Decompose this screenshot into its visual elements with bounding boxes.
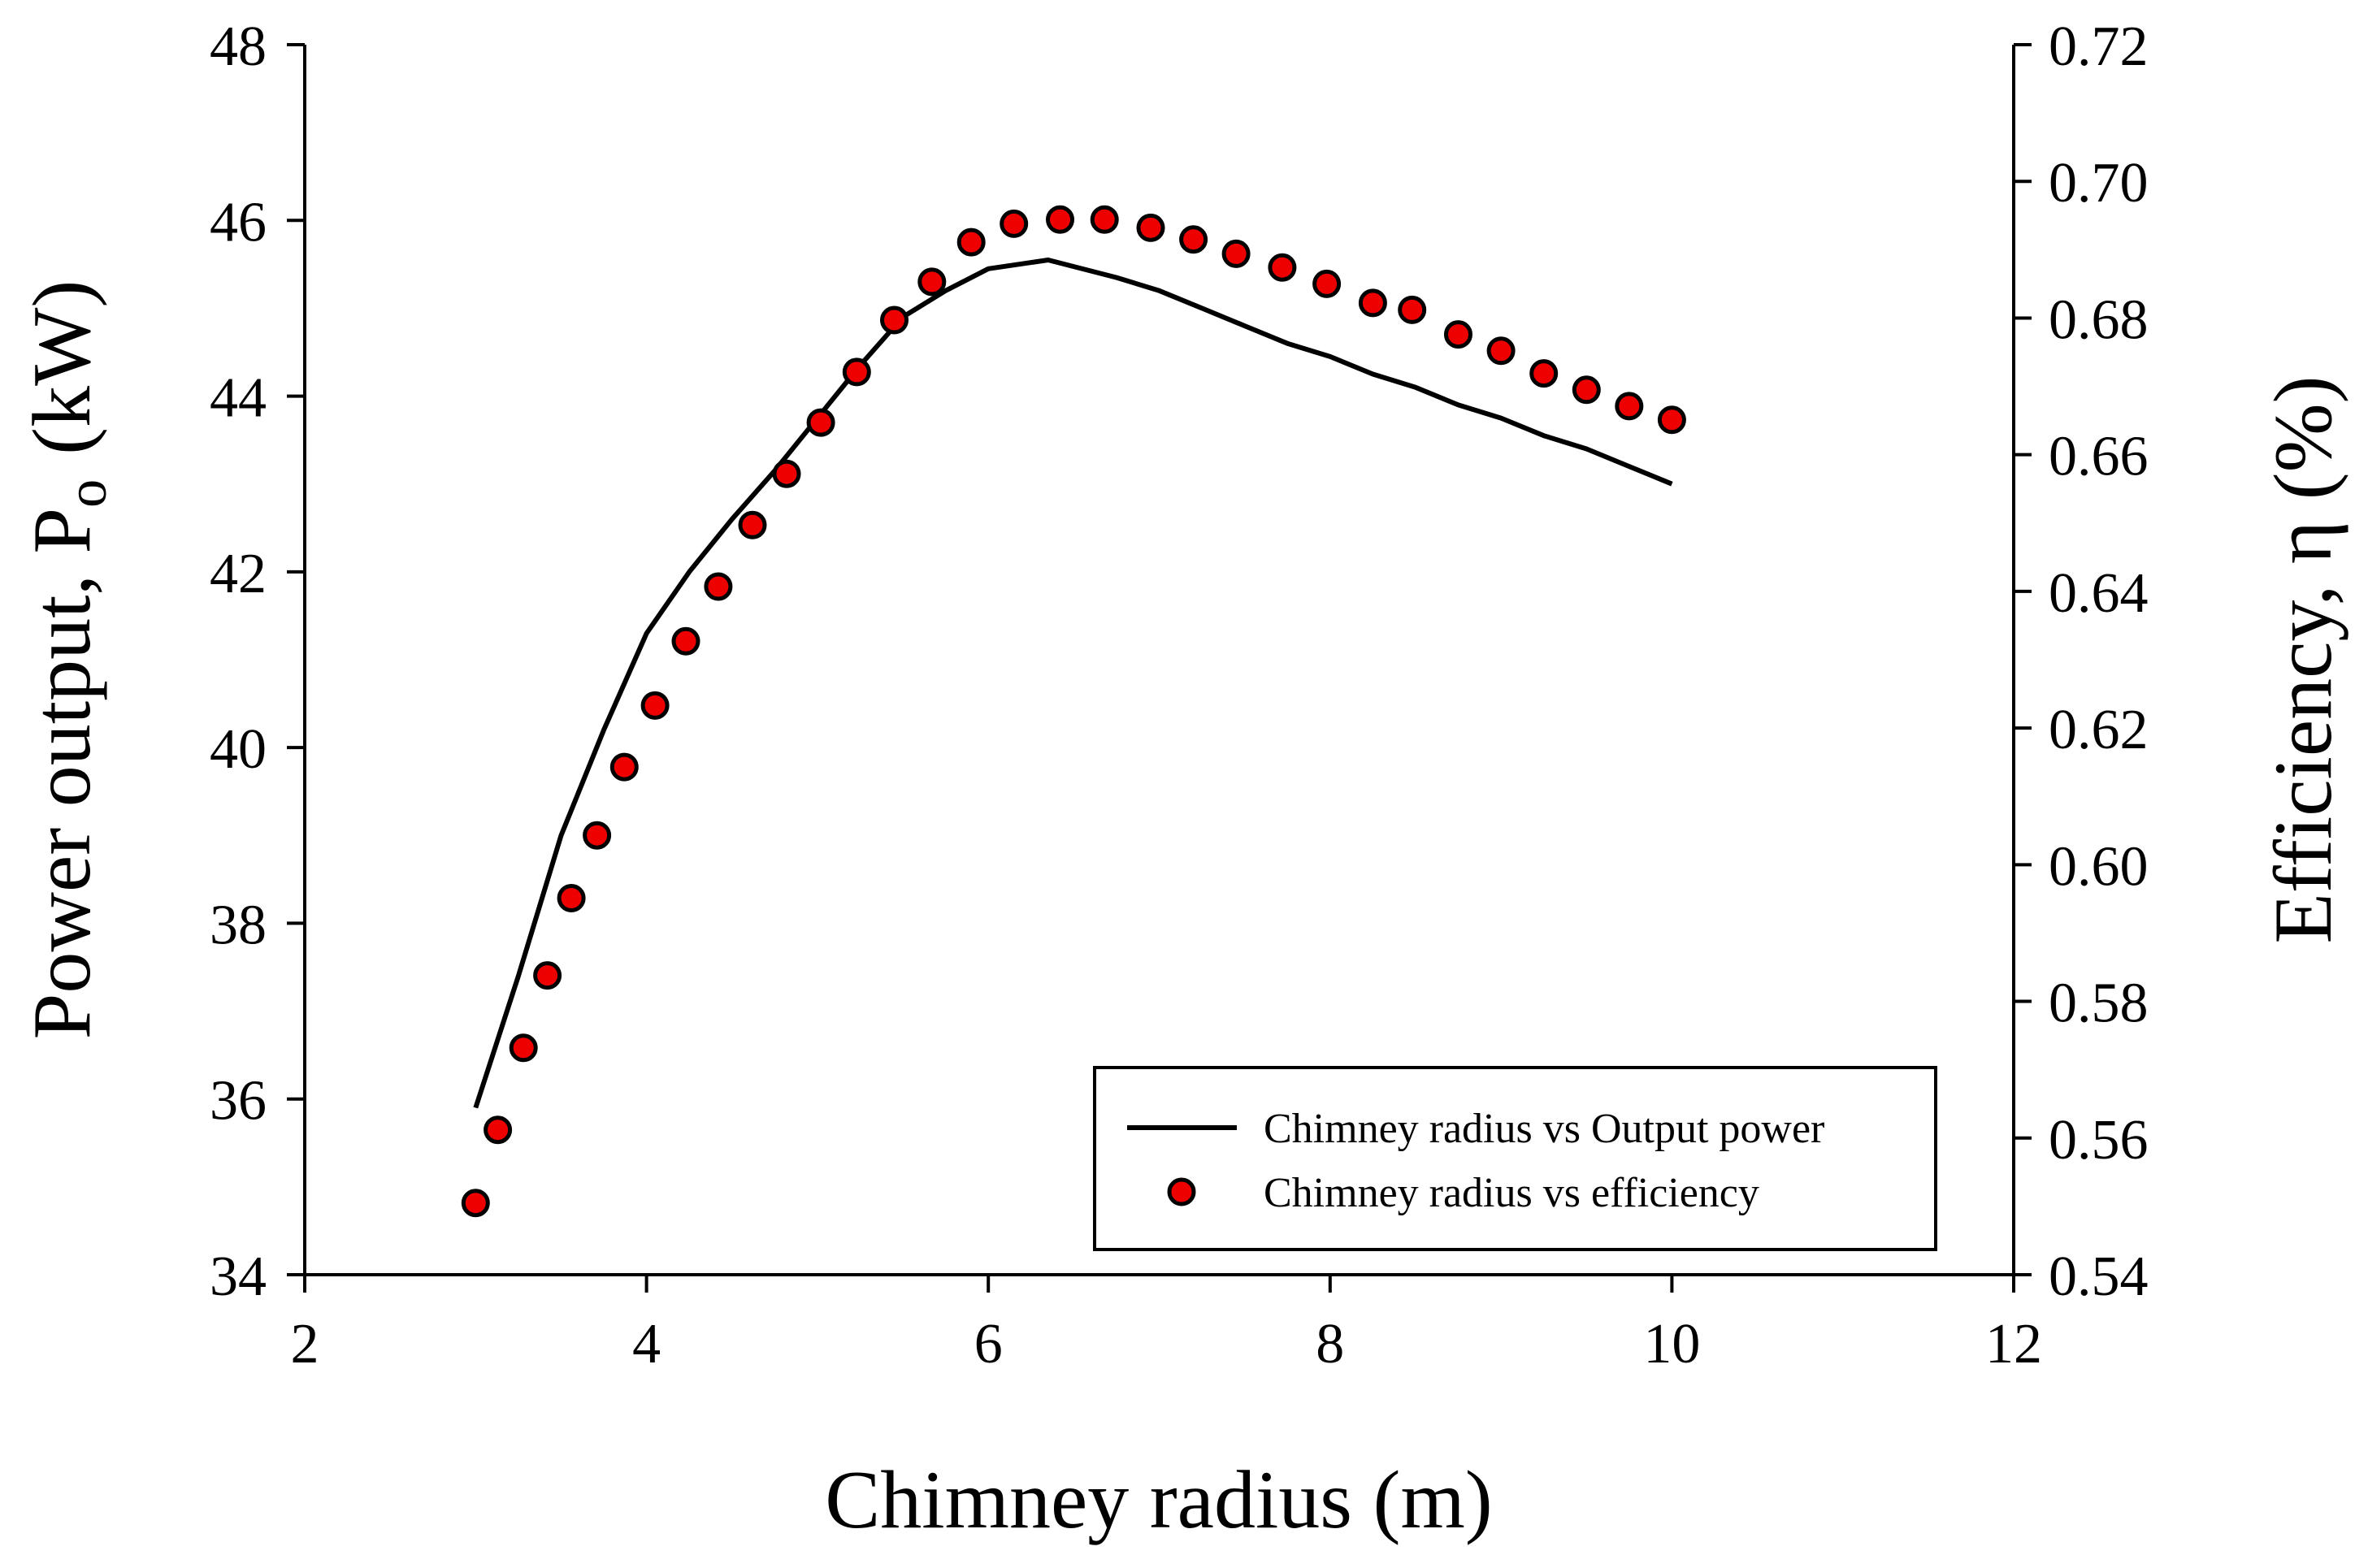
right-y-tick-label: 0.58 <box>2049 972 2149 1035</box>
left-y-axis-title-main: Power output, P <box>16 508 108 1040</box>
efficiency-point <box>1615 392 1644 421</box>
efficiency-point <box>640 691 670 720</box>
left-y-tick-label: 36 <box>210 1070 267 1133</box>
right-y-tick-label: 0.68 <box>2049 288 2149 351</box>
left-y-tick-label: 46 <box>210 191 267 253</box>
right-y-tick-label: 0.64 <box>2049 562 2149 625</box>
right-y-tick-label: 0.70 <box>2049 152 2149 214</box>
efficiency-point <box>917 267 947 297</box>
efficiency-point <box>738 510 767 539</box>
efficiency-point <box>1179 225 1208 254</box>
efficiency-point <box>1444 320 1472 349</box>
left-y-axis-title-unit: (kW) <box>16 280 108 455</box>
efficiency-point <box>461 1189 490 1218</box>
efficiency-point <box>509 1033 538 1063</box>
legend-label-efficiency: Chimney radius vs efficiency <box>1264 1170 1759 1216</box>
x-tick-label: 4 <box>632 1313 661 1375</box>
efficiency-point <box>956 227 986 257</box>
efficiency-point <box>671 626 700 656</box>
legend: Chimney radius vs Output power Chimney r… <box>1093 1066 1937 1251</box>
legend-box <box>1093 1066 1937 1251</box>
left-y-axis-title: Power output, Po (kW) <box>16 280 119 1040</box>
efficiency-point <box>1657 405 1686 435</box>
efficiency-point <box>1572 375 1601 405</box>
right-y-tick-label: 0.66 <box>2049 426 2149 488</box>
efficiency-point <box>1221 239 1251 268</box>
left-y-tick-label: 38 <box>210 894 267 956</box>
right-y-tick-label: 0.56 <box>2049 1109 2149 1172</box>
left-y-tick-label: 42 <box>210 543 267 605</box>
efficiency-point <box>880 305 909 335</box>
efficiency-point <box>1046 205 1074 234</box>
efficiency-point <box>609 752 639 782</box>
efficiency-point <box>1000 209 1029 238</box>
x-tick-label: 10 <box>1643 1313 1700 1375</box>
x-tick-label: 6 <box>974 1313 1003 1375</box>
right-y-axis-title: Efficiency, η (%) <box>2257 375 2349 943</box>
left-y-tick-label: 48 <box>210 15 267 78</box>
left-y-axis-title-subscript: o <box>56 479 119 508</box>
x-tick-label: 12 <box>1985 1313 2042 1375</box>
efficiency-point <box>1312 269 1342 298</box>
series-efficiency <box>461 205 1686 1218</box>
efficiency-point <box>1529 359 1559 388</box>
right-y-tick-label: 0.60 <box>2049 835 2149 898</box>
series-output-power <box>473 258 1673 1109</box>
right-y-axis-ticks: 0.54 0.56 0.58 0.60 0.62 0.64 0.66 0.68 0.70 0.72 <box>2014 15 2149 1308</box>
legend-label-output-power: Chimney radius vs Output power <box>1264 1106 1824 1152</box>
efficiency-point <box>704 572 733 601</box>
x-tick-label: 8 <box>1316 1313 1344 1375</box>
right-y-tick-label: 0.72 <box>2049 15 2149 78</box>
x-axis-title: Chimney radius (m) <box>825 1454 1493 1546</box>
efficiency-point <box>772 459 801 488</box>
x-tick-label: 2 <box>291 1313 319 1375</box>
efficiency-point <box>1090 205 1119 234</box>
left-y-axis-ticks: 34 36 38 40 42 44 46 48 <box>210 15 305 1308</box>
efficiency-point <box>1136 213 1165 242</box>
left-y-tick-label: 44 <box>210 367 267 430</box>
x-axis-ticks: 2 4 6 8 10 12 <box>291 1275 2042 1375</box>
left-y-tick-label: 40 <box>210 718 267 781</box>
efficiency-point <box>1486 336 1516 366</box>
efficiency-point <box>1268 253 1297 282</box>
efficiency-point <box>557 884 586 912</box>
efficiency-point <box>1398 295 1427 324</box>
left-y-tick-label: 34 <box>210 1245 267 1308</box>
efficiency-point <box>484 1115 513 1145</box>
right-y-tick-label: 0.62 <box>2049 699 2149 761</box>
efficiency-point <box>583 821 612 850</box>
legend-marker-swatch <box>1167 1177 1196 1206</box>
efficiency-point <box>842 357 871 387</box>
efficiency-point <box>806 408 835 437</box>
efficiency-point <box>1358 288 1387 318</box>
output-power-line <box>473 258 1673 1109</box>
right-y-tick-label: 0.54 <box>2049 1245 2149 1308</box>
efficiency-point <box>533 961 562 990</box>
